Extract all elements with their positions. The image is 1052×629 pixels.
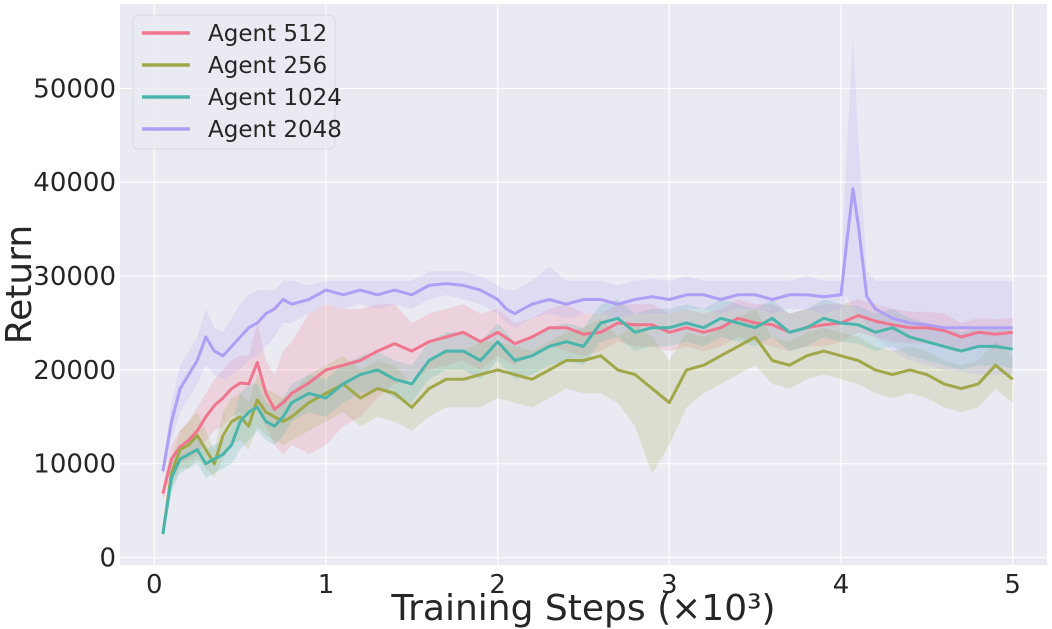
x-axis-ticks: 0 1 2 3 4 5 bbox=[146, 570, 1021, 600]
legend: Agent 512 Agent 256 Agent 1024 Agent 2048 bbox=[132, 14, 342, 150]
series-line-1 bbox=[161, 314, 1013, 495]
x-tick-label: 4 bbox=[833, 570, 850, 600]
y-tick-label: 10000 bbox=[33, 450, 116, 480]
series-line-3 bbox=[161, 316, 1013, 535]
confidence-band-3 bbox=[162, 299, 1013, 537]
x-tick-label: 0 bbox=[146, 570, 163, 600]
series-line-2 bbox=[161, 335, 1014, 535]
y-tick-label: 0 bbox=[99, 543, 116, 573]
confidence-bands bbox=[162, 36, 1013, 537]
legend-label-3: Agent 1024 bbox=[208, 85, 342, 111]
x-tick-label: 5 bbox=[1004, 570, 1021, 600]
confidence-band-2 bbox=[162, 308, 1013, 537]
legend-label-4: Agent 2048 bbox=[208, 117, 342, 143]
y-tick-label: 30000 bbox=[33, 262, 116, 292]
y-axis-ticks: 0 10000 20000 30000 40000 50000 bbox=[33, 74, 116, 573]
series-lines bbox=[161, 187, 1014, 535]
y-axis-label: Return bbox=[0, 225, 40, 344]
x-tick-label: 1 bbox=[318, 570, 335, 600]
legend-box bbox=[132, 14, 336, 150]
legend-label-1: Agent 512 bbox=[208, 21, 327, 47]
y-tick-label: 50000 bbox=[33, 74, 116, 104]
confidence-band-4 bbox=[162, 36, 1013, 478]
legend-label-2: Agent 256 bbox=[208, 53, 327, 79]
confidence-band-1 bbox=[162, 299, 1013, 502]
series-line-4 bbox=[161, 187, 1013, 472]
y-tick-label: 20000 bbox=[33, 356, 116, 386]
grid-lines bbox=[120, 4, 1047, 565]
x-tick-label: 3 bbox=[661, 570, 678, 600]
x-axis-label: Training Steps (×10³) bbox=[390, 588, 775, 629]
y-tick-label: 40000 bbox=[33, 168, 116, 198]
x-tick-label: 2 bbox=[489, 570, 506, 600]
